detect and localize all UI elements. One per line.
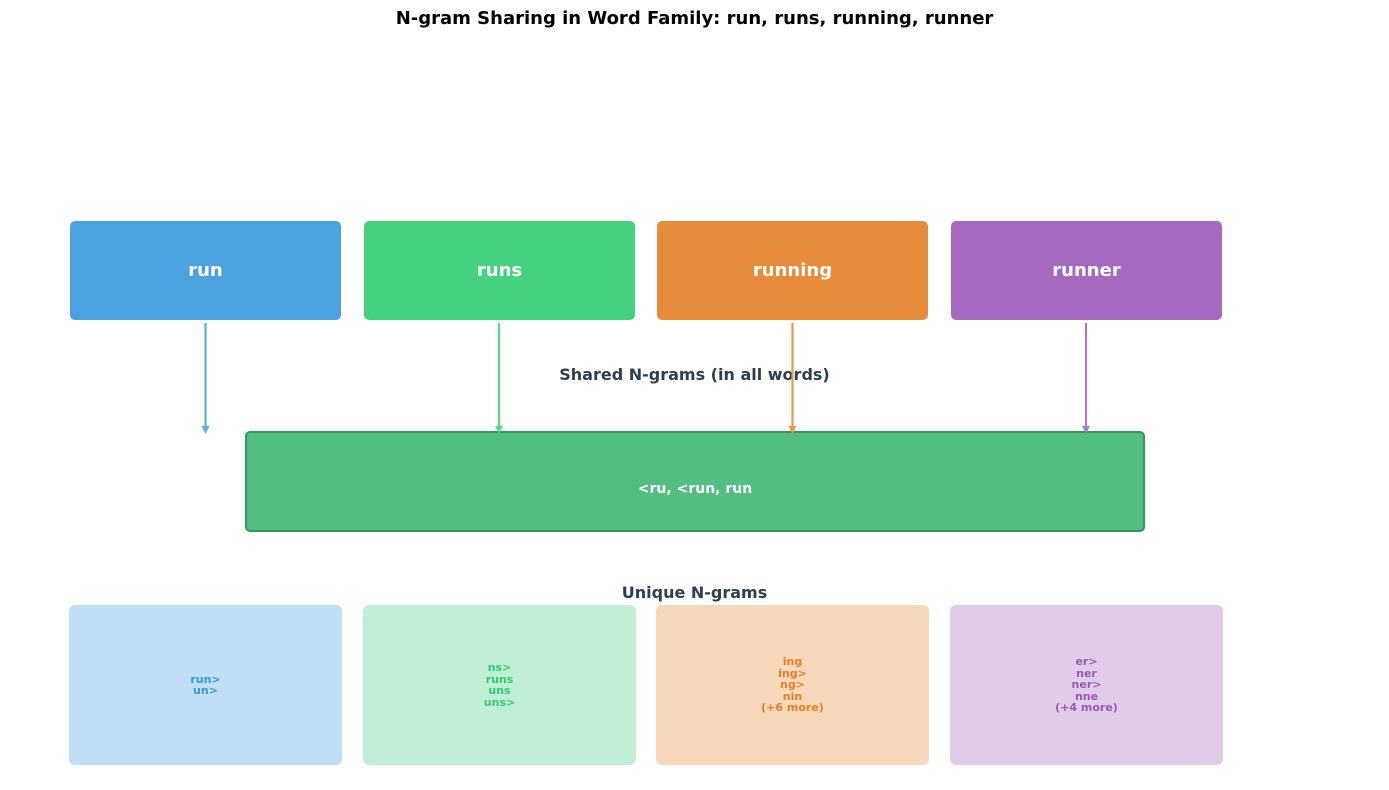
word-label: running: [752, 260, 833, 281]
ngram-item: runs: [485, 672, 514, 686]
unique-ngrams-box-runs: ns> runs uns uns>: [363, 605, 636, 765]
unique-ngrams-box-runner: er> ner ner> nne (+4 more): [950, 605, 1223, 765]
word-label: run: [188, 260, 223, 281]
word-box-runner: runner: [951, 221, 1222, 320]
ngram-item: uns>: [483, 695, 516, 709]
ngram-item: ing>: [778, 666, 807, 680]
diagram-title: N-gram Sharing in Word Family: run, runs…: [395, 8, 994, 29]
word-label: runs: [476, 260, 523, 281]
ngram-more-count: (+4 more): [1055, 701, 1118, 715]
ngram-item: uns: [488, 684, 511, 697]
shared-ngrams-box: <ru, <run, run: [245, 431, 1145, 532]
word-box-running: running: [657, 221, 928, 320]
ngram-item: er>: [1075, 655, 1098, 669]
ngram-item: ner>: [1071, 678, 1102, 692]
ngram-item: ng>: [780, 678, 805, 692]
ngram-item: un>: [193, 684, 218, 697]
word-box-run: run: [70, 221, 341, 320]
shared-ngrams-text: <ru, <run, run: [637, 480, 753, 497]
ngram-item: ing: [782, 655, 803, 669]
unique-heading: Unique N-grams: [621, 583, 768, 602]
ngram-item: ner: [1076, 666, 1097, 680]
ngram-more-count: (+6 more): [761, 701, 824, 715]
word-box-runs: runs: [364, 221, 635, 320]
unique-ngrams-box-running: ing ing> ng> nin (+6 more): [656, 605, 929, 765]
ngram-item: ns>: [487, 661, 512, 674]
word-label: runner: [1052, 260, 1121, 281]
ngram-item: nne: [1074, 689, 1099, 703]
ngram-item: run>: [190, 672, 221, 686]
unique-ngrams-box-run: run> un>: [69, 605, 342, 765]
shared-heading: Shared N-grams (in all words): [559, 365, 830, 384]
ngram-item: nin: [782, 689, 803, 703]
